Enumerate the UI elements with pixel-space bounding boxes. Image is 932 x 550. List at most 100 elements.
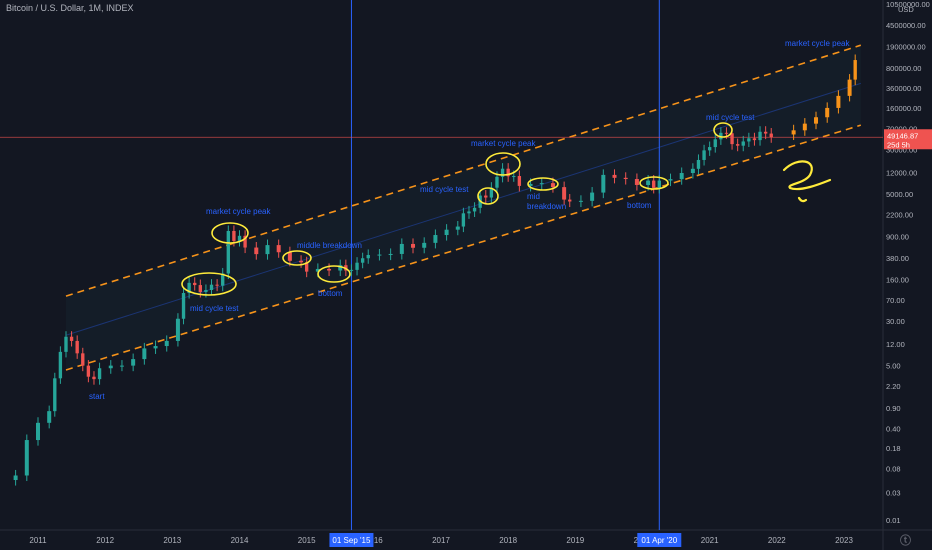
projection-candle: [847, 79, 852, 96]
annotation-label: middle breakdown: [297, 241, 362, 250]
candle: [578, 200, 583, 202]
symbol-title[interactable]: Bitcoin / U.S. Dollar, 1M, INDEX: [6, 3, 134, 13]
candle: [243, 235, 247, 248]
price-tick-label: 30000.00: [886, 146, 917, 155]
annotation-label: start: [89, 392, 105, 401]
price-tick-label: 2200.00: [886, 210, 913, 219]
candle: [175, 318, 180, 341]
highlight-ellipse: [477, 187, 499, 205]
time-tick-label: 2016: [365, 536, 383, 545]
price-tick-label: 70000.00: [886, 124, 917, 133]
candle: [444, 229, 449, 236]
question-mark-dot: [797, 196, 808, 203]
candle: [366, 254, 370, 259]
candle: [657, 180, 661, 188]
candle: [512, 176, 516, 178]
annotation-label: market cycle peak: [785, 39, 850, 48]
candle: [646, 180, 651, 185]
tradingview-logo-icon[interactable]: ⓣ: [900, 535, 911, 547]
candle: [119, 365, 124, 367]
candle: [763, 131, 768, 134]
highlight-ellipse: [639, 176, 669, 190]
candle: [489, 187, 494, 198]
candle: [265, 245, 270, 255]
channel-fill: [65, 45, 861, 370]
time-tick-label: 2012: [96, 536, 114, 545]
price-tick-label: 0.01: [886, 516, 901, 525]
candle: [517, 176, 522, 186]
channel-upper-line: [65, 44, 862, 297]
price-tick-label: 1900000.00: [886, 42, 926, 51]
currency-label: USD: [898, 5, 914, 14]
candle: [355, 262, 359, 270]
time-tick-label: 2021: [701, 536, 719, 545]
price-tick-label: 0.08: [886, 464, 901, 473]
candle: [752, 138, 757, 141]
price-tick-label: 900.00: [886, 233, 909, 242]
price-tick-label: 0.18: [886, 444, 901, 453]
last-price-badge: [884, 129, 932, 150]
highlight-ellipse: [527, 177, 559, 191]
candle: [741, 141, 745, 146]
time-tick-label: 2015: [298, 536, 316, 545]
candle: [187, 282, 191, 294]
candle: [24, 440, 29, 476]
candle: [232, 230, 236, 241]
candle: [360, 258, 365, 263]
candle: [461, 213, 466, 227]
candle: [47, 411, 52, 423]
crosshair-date-badge: [329, 533, 374, 547]
candle: [601, 174, 606, 193]
candle: [411, 243, 416, 248]
candle: [198, 285, 202, 292]
candle: [181, 293, 186, 319]
candle: [562, 187, 567, 200]
candle: [539, 183, 544, 185]
bar-countdown: 25d 5h: [887, 140, 910, 149]
highlight-ellipse: [485, 152, 521, 176]
price-tick-label: 160.00: [886, 276, 909, 285]
candle: [204, 289, 208, 292]
candle: [327, 268, 332, 271]
candle: [81, 353, 85, 366]
candle: [193, 282, 197, 286]
candle: [164, 340, 169, 347]
candle: [690, 168, 695, 174]
candle: [696, 159, 701, 169]
candle: [612, 174, 617, 178]
price-tick-label: 160000.00: [886, 104, 921, 113]
candle: [315, 268, 320, 272]
price-tick-label: 12.00: [886, 340, 905, 349]
candle: [131, 359, 136, 366]
candle: [13, 475, 18, 481]
price-tick-label: 380.00: [886, 254, 909, 263]
time-tick-label: 2023: [835, 536, 853, 545]
candle: [237, 235, 242, 241]
candle: [276, 245, 281, 253]
time-tick-label: 2013: [163, 536, 181, 545]
price-tick-label: 0.90: [886, 404, 901, 413]
candle: [506, 168, 510, 177]
channel-lower-line: [65, 124, 862, 371]
candle: [634, 179, 639, 185]
candle: [702, 150, 706, 160]
price-tick-label: 70.00: [886, 296, 905, 305]
highlight-ellipse: [317, 265, 351, 283]
highlight-ellipse: [713, 122, 733, 138]
candle: [254, 247, 259, 255]
candle: [455, 226, 460, 230]
time-tick-label: 2011: [29, 536, 47, 545]
candle: [64, 336, 68, 352]
price-tick-label: 2.20: [886, 382, 901, 391]
highlight-ellipse: [181, 272, 237, 296]
time-tick-label: 2018: [499, 536, 517, 545]
candle: [86, 365, 91, 377]
candle: [53, 378, 57, 412]
candle: [388, 253, 393, 255]
candle: [623, 177, 628, 180]
candle: [568, 199, 572, 202]
price-tick-label: 360000.00: [886, 84, 921, 93]
price-tick-label: 800000.00: [886, 64, 921, 73]
candle: [500, 168, 505, 177]
